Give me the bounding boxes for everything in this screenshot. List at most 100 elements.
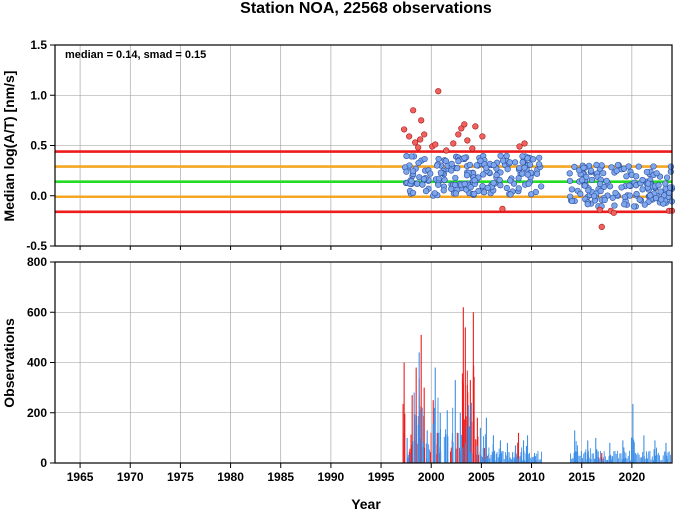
data-point [441, 176, 448, 184]
data-point [630, 203, 638, 210]
data-point [601, 196, 608, 204]
y-tick-label: 800 [27, 255, 47, 269]
data-point [497, 152, 504, 159]
y-tick-label: 400 [27, 356, 47, 370]
data-point [507, 177, 514, 184]
outlier-point [435, 88, 442, 95]
data-point [663, 174, 671, 181]
data-point [524, 171, 531, 178]
x-tick-label: 1970 [117, 470, 144, 484]
data-point [650, 163, 657, 170]
figure-title: Station NOA, 22568 observations [240, 0, 492, 17]
data-point [585, 187, 592, 194]
data-point [536, 161, 543, 168]
data-point [581, 182, 588, 189]
outlier-point [464, 137, 471, 144]
data-point [479, 183, 486, 190]
data-point [566, 177, 574, 185]
data-point [440, 187, 447, 194]
data-point [452, 174, 459, 182]
data-point [437, 169, 444, 176]
x-tick-label: 1965 [67, 470, 94, 484]
data-point [403, 168, 410, 175]
data-point [584, 201, 591, 208]
data-point [652, 194, 660, 202]
data-point [409, 189, 417, 197]
outlier-point [401, 126, 408, 133]
outlier-point [598, 223, 605, 231]
data-point [467, 184, 474, 191]
y-tick-label: 0 [40, 456, 47, 470]
data-point [415, 159, 422, 167]
data-point [577, 190, 584, 197]
data-point [414, 180, 421, 187]
data-point [427, 170, 434, 177]
data-point [524, 155, 531, 162]
x-tick-label: 2010 [518, 470, 545, 484]
data-point [493, 171, 500, 179]
x-tick-label: 1980 [217, 470, 244, 484]
y-tick-label: 1.0 [30, 88, 47, 102]
bottom-grid [55, 261, 672, 464]
outlier-point [418, 117, 425, 124]
data-point [633, 190, 640, 198]
outlier-point [421, 131, 428, 138]
data-point [454, 165, 461, 172]
data-point [658, 196, 665, 203]
data-point [408, 178, 415, 185]
data-point [435, 155, 442, 163]
bottom-y-axis-label: Observations [1, 318, 17, 408]
outlier-point [417, 136, 424, 143]
data-point [519, 159, 526, 166]
data-point [571, 163, 578, 171]
data-point [516, 164, 523, 172]
y-tick-label: 200 [27, 406, 47, 420]
data-point [466, 161, 473, 169]
data-point [422, 187, 430, 195]
data-point [566, 170, 573, 177]
data-point [519, 170, 526, 177]
data-point [455, 158, 462, 165]
data-point [461, 180, 468, 188]
data-point [463, 172, 471, 179]
outlier-point [479, 133, 486, 140]
data-point [496, 176, 503, 184]
observation-bars [402, 307, 671, 463]
data-point [626, 182, 633, 189]
top-y-ticks: 1.5 1.0 0.5 0.0 -0.5 [26, 38, 55, 253]
x-tick-label: 1990 [318, 470, 345, 484]
data-point [480, 171, 487, 178]
data-point [452, 190, 459, 197]
data-point [503, 184, 510, 192]
outlier-point [521, 140, 528, 147]
data-point [506, 159, 513, 166]
data-point [580, 164, 587, 171]
data-point [621, 201, 628, 208]
data-point [633, 173, 640, 180]
data-point [530, 156, 537, 163]
data-point [515, 185, 522, 192]
data-point [568, 197, 576, 205]
data-point [512, 159, 519, 166]
data-point [655, 182, 662, 189]
data-point [647, 192, 654, 199]
data-point [507, 191, 514, 198]
y-tick-label: -0.5 [26, 239, 47, 253]
bottom-y-ticks: 800 600 400 200 0 [27, 255, 55, 470]
y-tick-label: 0.5 [30, 139, 47, 153]
data-point [448, 167, 455, 174]
data-point [598, 162, 605, 169]
data-point [521, 164, 528, 171]
outlier-point [412, 139, 419, 146]
y-tick-label: 600 [27, 305, 47, 319]
data-point [612, 189, 619, 197]
outlier-point [415, 144, 422, 151]
data-point [477, 157, 484, 164]
data-point [587, 167, 595, 174]
data-point [625, 163, 632, 170]
outlier-point [596, 206, 603, 213]
x-tick-label: 1995 [368, 470, 395, 484]
data-point [420, 176, 428, 183]
